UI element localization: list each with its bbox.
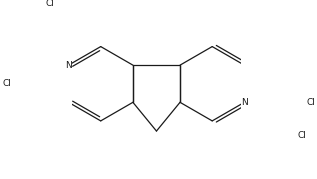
Text: N: N (241, 98, 248, 107)
Text: Cl: Cl (2, 79, 11, 88)
Text: N: N (65, 61, 72, 70)
Text: Cl: Cl (46, 0, 55, 8)
Text: Cl: Cl (298, 131, 307, 140)
Text: Cl: Cl (307, 98, 316, 107)
